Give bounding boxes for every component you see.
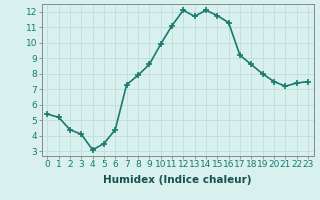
X-axis label: Humidex (Indice chaleur): Humidex (Indice chaleur) [103,175,252,185]
